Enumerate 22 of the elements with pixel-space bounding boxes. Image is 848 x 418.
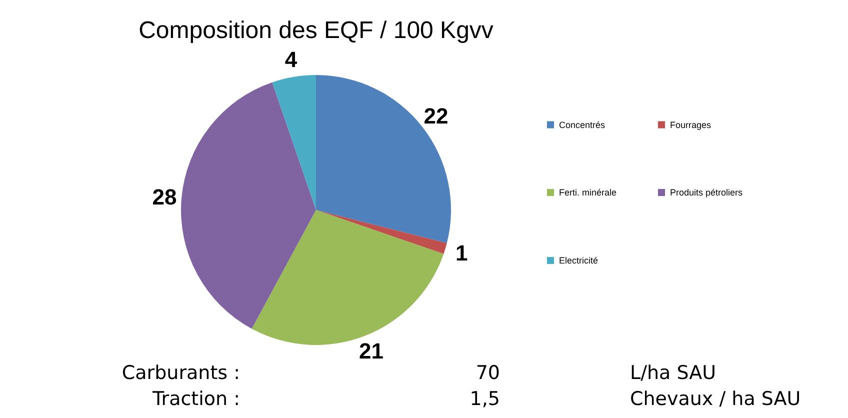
text: Chevaux / ha SAU <box>630 388 802 410</box>
text: Traction : <box>151 388 240 410</box>
pie-slice <box>316 210 447 254</box>
text: 70 <box>474 362 500 384</box>
legend-label: Fourrages <box>670 120 712 130</box>
data-label: 21 <box>359 338 384 364</box>
data-label: 28 <box>152 184 177 210</box>
legend-label: Produits pétroliers <box>670 188 744 198</box>
text: L/ha SAU <box>630 362 718 384</box>
data-label: 1 <box>456 240 468 266</box>
legend-label: Electricité <box>559 256 598 266</box>
legend-label: Concentrés <box>559 120 606 130</box>
text: 1,5 <box>468 388 500 410</box>
text: Carburants : <box>120 362 240 384</box>
data-label: 22 <box>424 104 448 129</box>
pie-slice <box>272 75 316 210</box>
legend-label: Ferti. minérale <box>559 188 617 198</box>
pie-slice <box>252 210 444 345</box>
pie-slice <box>181 82 316 329</box>
chart-title: Composition des EQF / 100 Kgvv <box>138 17 494 44</box>
data-label: 4 <box>284 47 298 72</box>
pie-slice <box>316 75 451 244</box>
